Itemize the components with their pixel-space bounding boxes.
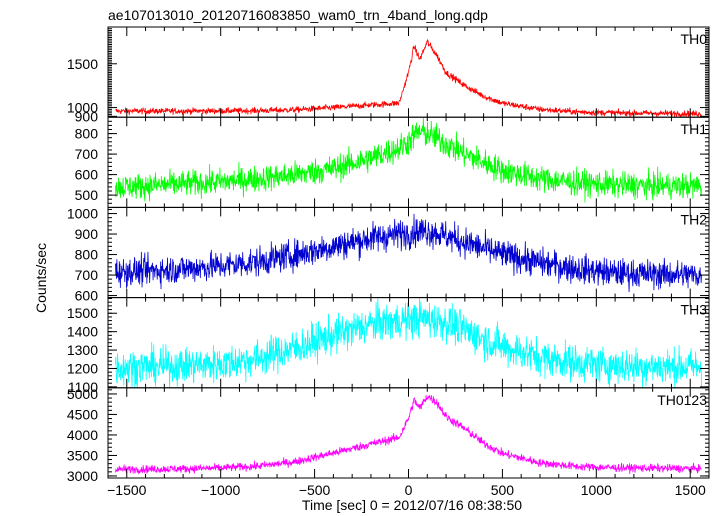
- y-tick-label: 1500: [67, 305, 98, 321]
- y-tick-label: 600: [75, 167, 99, 183]
- x-tick-label: −1000: [201, 482, 241, 498]
- x-tick-label: −1500: [107, 482, 147, 498]
- y-tick-label: 700: [75, 146, 99, 162]
- y-axis-label: Counts/sec: [33, 243, 49, 313]
- panel-label-th0123: TH0123: [657, 392, 707, 408]
- chart-title: ae107013010_20120716083850_wam0_trn_4ban…: [108, 7, 488, 23]
- series-line-th0123: [115, 394, 702, 475]
- y-tick-label: 500: [75, 187, 99, 203]
- series-line-th3: [115, 297, 702, 388]
- panel-label-th1: TH1: [681, 121, 708, 137]
- y-tick-label: 1300: [67, 342, 98, 358]
- y-tick-label: 800: [75, 247, 99, 263]
- panel-th1: 500 600 700 800 TH1: [75, 116, 710, 208]
- series-line-th0: [115, 38, 702, 118]
- y-tick-label: 600: [75, 288, 99, 304]
- panel-th0123: 3000 3500 4000 4500 5000 TH0123: [67, 386, 710, 484]
- panel-th3: 1100 1200 1300 1400 1500 TH3: [67, 297, 710, 395]
- series-line-th2: [115, 213, 702, 293]
- x-tick-labels: −1500 −1000 −500 0 500 1000 1500: [107, 482, 706, 498]
- x-tick-label: 1000: [581, 482, 612, 498]
- y-tick-label: 5000: [67, 386, 98, 402]
- x-tick-label: −500: [299, 482, 331, 498]
- x-tick-label: 0: [405, 482, 413, 498]
- x-axis-label: Time [sec] 0 = 2012/07/16 08:38:50: [302, 497, 522, 513]
- y-tick-label: 1100: [68, 379, 98, 395]
- panel-th2: 600 700 800 900 1000 TH2: [67, 206, 710, 304]
- y-tick-label: 900: [75, 226, 99, 242]
- y-tick-label: 1200: [67, 360, 98, 376]
- y-tick-label: 4000: [67, 427, 98, 443]
- y-tick-label: 1000: [67, 100, 98, 116]
- panel-label-th3: TH3: [681, 302, 708, 318]
- y-tick-label: 4500: [67, 406, 98, 422]
- series-line-th1: [115, 117, 702, 203]
- y-tick-label: 1500: [67, 56, 98, 72]
- y-tick-label: 900: [75, 108, 99, 124]
- panel-frame: [107, 116, 710, 208]
- panel-frame: [107, 206, 710, 299]
- y-tick-label: 3500: [67, 447, 98, 463]
- x-tick-label: 500: [491, 482, 515, 498]
- y-tick-label: 1000: [67, 206, 98, 222]
- y-tick-label: 700: [75, 267, 99, 283]
- panel-label-th0: TH0: [681, 31, 708, 47]
- panel-label-th2: TH2: [681, 211, 708, 227]
- y-tick-label: 1400: [67, 324, 98, 340]
- x-tick-label: 1500: [675, 482, 706, 498]
- y-tick-label: 800: [75, 126, 99, 142]
- y-tick-label: 3000: [67, 468, 98, 484]
